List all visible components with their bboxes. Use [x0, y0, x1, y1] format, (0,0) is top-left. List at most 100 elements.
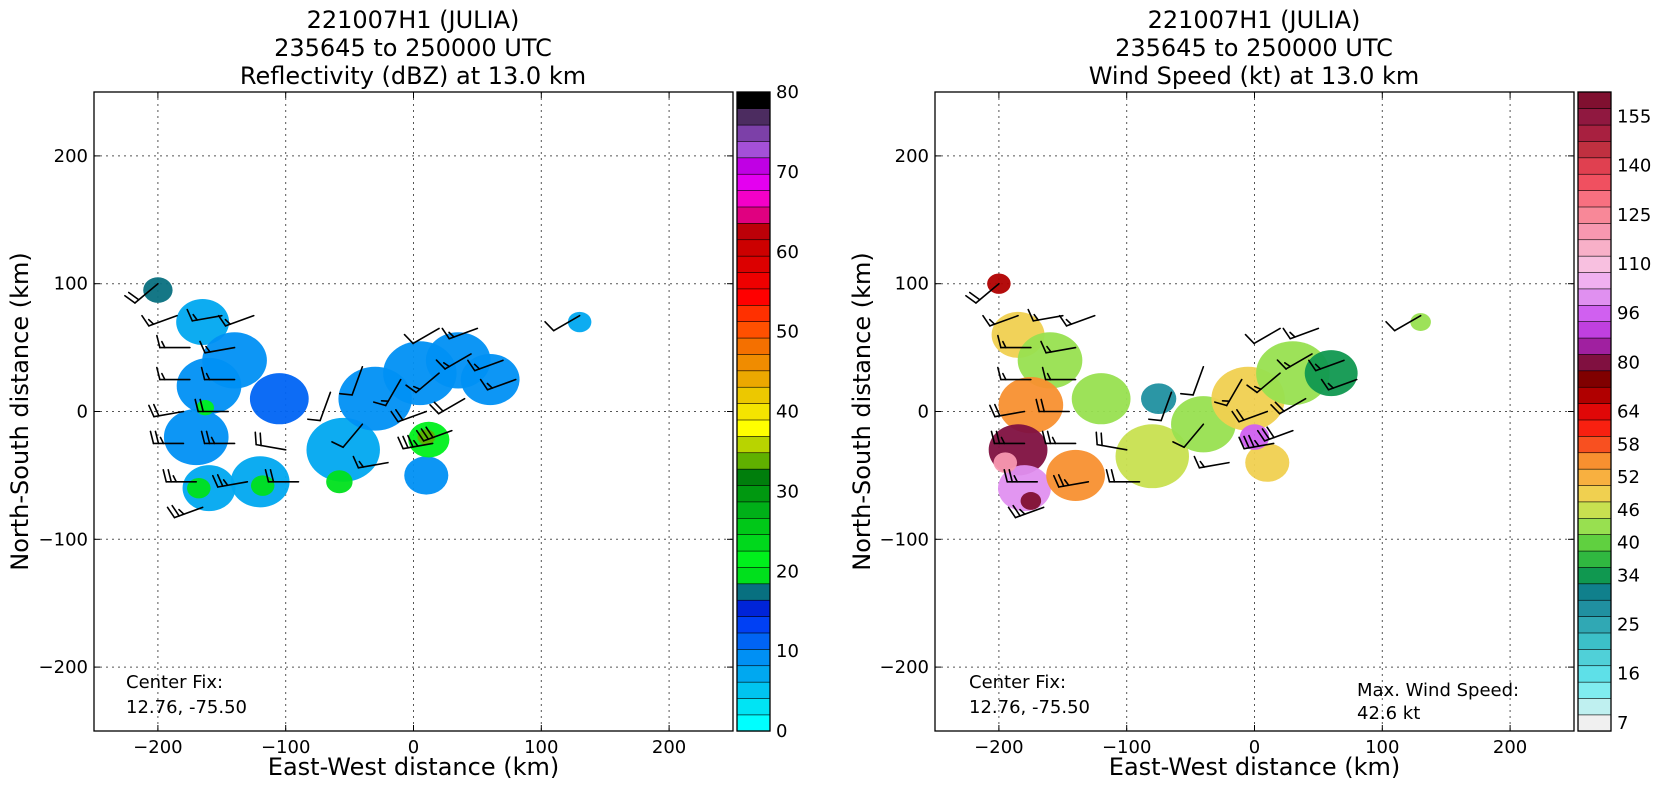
chart-title-line-3: Reflectivity (dBZ) at 13.0 km	[240, 62, 586, 90]
chart-title-line-3: Wind Speed (kt) at 13.0 km	[1089, 62, 1420, 90]
wind-barb	[1003, 468, 1039, 483]
wind-barb	[989, 403, 1026, 418]
wind-barb	[1231, 409, 1269, 423]
y-tick-label: −100	[39, 529, 88, 550]
x-axis-label: East-West distance (km)	[1109, 753, 1400, 781]
y-tick-label: 0	[918, 402, 929, 423]
wind-barb	[1172, 423, 1205, 449]
colorbar-tick-label: 16	[1617, 664, 1640, 685]
colorbar-segment	[736, 697, 771, 716]
colorbar: 0 10 20 30 40 50 60 70 80	[736, 82, 799, 742]
colorbar-segment	[736, 616, 771, 634]
x-tick-label: −200	[133, 737, 182, 758]
colorbar-segment	[736, 681, 771, 699]
colorbar-segment	[736, 583, 771, 601]
colorbar: 7 16 25 34 40 46 52 58 64 80 96 110 125 140 155	[1577, 91, 1651, 734]
colorbar-segment	[736, 435, 771, 454]
wind-barb	[1276, 353, 1313, 370]
speed-cell	[1017, 332, 1083, 389]
wind-barb	[1095, 431, 1128, 451]
colorbar-tick-label: 34	[1617, 565, 1640, 586]
wind-barb	[997, 334, 1032, 349]
wind-barb	[390, 409, 428, 423]
colorbar-segment	[736, 501, 771, 519]
wind-barb	[148, 403, 185, 418]
colorbar-segment	[1577, 108, 1612, 126]
wind-barb	[141, 314, 178, 327]
speed-cell	[1410, 313, 1431, 331]
colorbar-segment	[1577, 697, 1612, 716]
colorbar-segment	[736, 255, 771, 273]
wind-barb	[1385, 314, 1422, 332]
wind-barb	[1007, 504, 1045, 519]
wind-barb	[1041, 430, 1077, 445]
speed-cell	[1256, 341, 1330, 406]
x-tick-label: 0	[1249, 737, 1260, 758]
wind-barb	[397, 434, 434, 450]
wind-barb	[1035, 398, 1070, 413]
colorbar-segment	[1577, 550, 1612, 568]
y-tick-label: −200	[39, 657, 88, 678]
x-axis-label: East-West distance (km)	[268, 753, 559, 781]
data-field	[987, 273, 1431, 512]
colorbar-tick-label: 64	[1617, 402, 1640, 423]
colorbar-segment	[1577, 566, 1612, 585]
colorbar-segment	[736, 288, 771, 306]
colorbar-segment	[1577, 648, 1612, 667]
colorbar-tick-label: 80	[776, 82, 799, 103]
colorbar-tick-label: 50	[776, 322, 799, 343]
reflectivity-panel: 221007H1 (JULIA)235645 to 250000 UTCRefl…	[6, 6, 799, 781]
colorbar-tick-label: 0	[776, 721, 787, 742]
wind-barb	[429, 397, 466, 415]
wind-barb	[1193, 455, 1230, 469]
colorbar-segment	[736, 403, 771, 421]
colorbar-segment	[736, 484, 771, 503]
x-tick-label: 100	[524, 737, 558, 758]
colorbar-segment	[736, 206, 771, 224]
colorbar-segment	[1577, 435, 1612, 454]
colorbar-tick-label: 155	[1617, 107, 1651, 128]
colorbar-segment	[736, 239, 771, 257]
y-tick-label: −100	[880, 529, 929, 550]
colorbar-tick-label: 7	[1617, 713, 1628, 734]
chart-title-line-2: 235645 to 250000 UTC	[274, 34, 552, 62]
echo-cell	[460, 353, 520, 406]
colorbar-segment	[736, 190, 771, 208]
wind-barb	[982, 314, 1019, 327]
colorbar-tick-label: 40	[776, 402, 799, 423]
colorbar-segment	[1577, 206, 1612, 224]
wind-barb	[1105, 468, 1141, 483]
echo-cell	[143, 277, 173, 303]
wind-barb	[156, 334, 191, 349]
colorbar-segment	[1577, 222, 1612, 241]
colorbar-segment	[736, 566, 771, 585]
colorbar-segment	[736, 452, 771, 470]
y-axis-label: North-South distance (km)	[6, 252, 34, 571]
speed-cell	[1071, 373, 1131, 425]
echo-cell	[567, 311, 592, 333]
wind-barb	[1246, 372, 1281, 394]
colorbar-segment	[736, 419, 771, 437]
wind-barb	[403, 327, 440, 345]
colorbar-tick-label: 140	[1617, 156, 1651, 177]
wind-barb	[544, 314, 581, 332]
echo-cell	[250, 475, 275, 496]
wind-barb	[1180, 365, 1205, 396]
colorbar-segment	[736, 599, 771, 617]
colorbar-segment	[1577, 239, 1612, 257]
colorbar-segment	[1577, 419, 1612, 437]
colorbar-tick-label: 10	[776, 641, 799, 662]
colorbar-segment	[1577, 370, 1612, 388]
echo-cell	[326, 470, 353, 494]
x-tick-label: 200	[652, 737, 686, 758]
speed-cell	[1245, 443, 1290, 482]
colorbar-segment	[736, 140, 771, 159]
wind-barb	[1270, 397, 1307, 415]
wind-barb	[1052, 474, 1090, 488]
wind-barbs	[124, 282, 581, 519]
center-fix-line-2: 12.76, -75.50	[969, 697, 1090, 718]
y-tick-label: 0	[77, 402, 88, 423]
wind-barb	[186, 308, 223, 322]
colorbar-segment	[1577, 304, 1612, 322]
